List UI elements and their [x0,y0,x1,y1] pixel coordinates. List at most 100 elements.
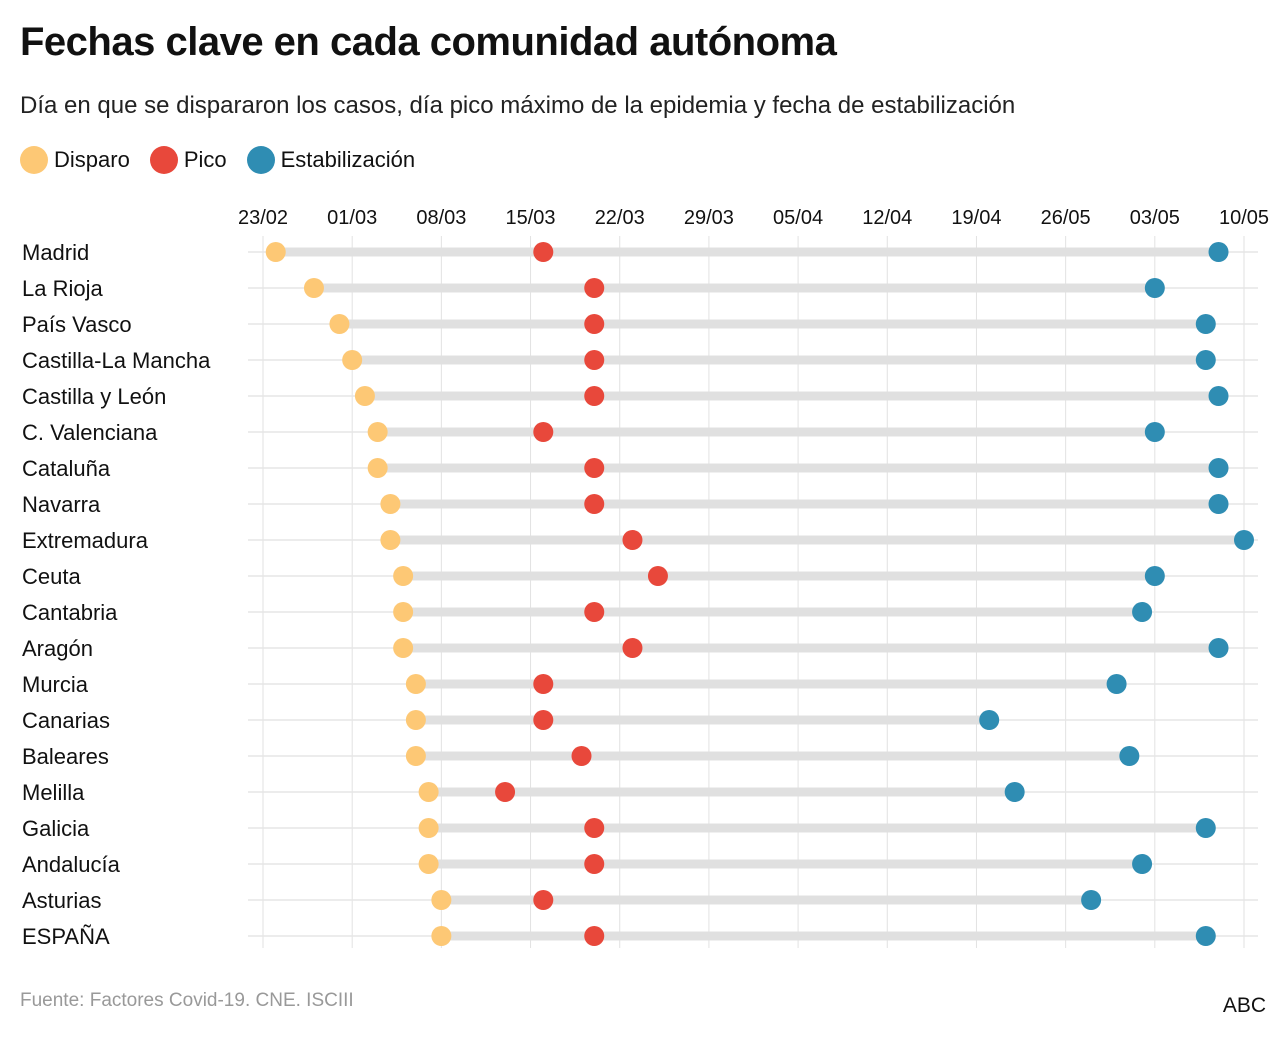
row-label: Baleares [22,744,109,769]
point-pico [571,746,592,766]
point-pico [584,854,605,874]
row-label: Cantabria [22,600,118,625]
point-estabilizacion [1119,746,1140,766]
legend-dot-estabilizacion [246,146,275,174]
row-label: Navarra [22,492,101,517]
row-label: Andalucía [22,852,121,877]
row-label: Galicia [22,816,90,841]
point-disparo [431,890,452,910]
point-estabilizacion [1106,674,1127,694]
point-disparo [405,674,426,694]
point-estabilizacion [1004,782,1025,802]
point-pico [533,422,554,442]
point-disparo [393,638,414,658]
point-disparo [342,350,363,370]
point-estabilizacion [1195,350,1216,370]
point-estabilizacion [1208,458,1229,478]
point-pico [584,494,605,514]
row-label: Melilla [22,780,85,805]
point-estabilizacion [1144,566,1165,586]
row-label: Cataluña [22,456,111,481]
row-label: Madrid [22,240,89,265]
source-note: Fuente: Factores Covid-19. CNE. ISCIII [20,990,354,1011]
point-estabilizacion [1144,278,1165,298]
point-disparo [354,386,375,406]
point-disparo [431,926,452,946]
legend: Disparo Pico Estabilización [20,146,415,174]
legend-item-disparo: Disparo [20,146,130,174]
row-label: Murcia [22,672,89,697]
point-estabilizacion [1132,854,1153,874]
point-disparo [380,530,401,550]
point-estabilizacion [1195,314,1216,334]
brand-logo: ABC [1222,994,1266,1017]
x-tick-label: 29/03 [684,207,734,229]
point-estabilizacion [1234,530,1254,550]
point-pico [584,926,605,946]
point-estabilizacion [1132,602,1153,622]
x-tick-label: 26/05 [1041,207,1091,229]
legend-item-estabilizacion: Estabilización [246,146,416,174]
legend-dot-pico [149,146,178,174]
point-disparo [393,602,414,622]
point-pico [622,638,643,658]
row-label: C. Valenciana [22,420,158,445]
row-label: ESPAÑA [22,924,110,949]
chart-subtitle: Día en que se dispararon los casos, día … [20,92,1016,119]
row-label: Ceuta [22,564,81,589]
point-disparo [405,746,426,766]
row-label: Asturias [22,888,101,913]
point-pico [533,242,554,262]
point-disparo [418,782,439,802]
point-pico [533,674,554,694]
row-label: Aragón [22,636,93,661]
point-disparo [367,458,388,478]
point-estabilizacion [1208,638,1229,658]
row-label: Extremadura [22,528,149,553]
x-tick-label: 12/04 [862,207,912,229]
point-pico [584,458,605,478]
point-disparo [418,818,439,838]
row-label: Canarias [22,708,110,733]
point-pico [584,602,605,622]
point-pico [647,566,668,586]
legend-item-pico: Pico [149,146,227,174]
point-estabilizacion [1208,386,1229,406]
chart-title: Fechas clave en cada comunidad autónoma [20,20,837,64]
point-disparo [405,710,426,730]
point-pico [584,278,605,298]
point-disparo [380,494,401,514]
row-label: Castilla y León [22,384,166,409]
row-label: La Rioja [22,276,103,301]
x-tick-label: 23/02 [238,207,288,229]
point-estabilizacion [1144,422,1165,442]
point-pico [533,890,554,910]
row-label: País Vasco [22,312,132,337]
x-tick-label: 08/03 [416,207,466,229]
point-disparo [367,422,388,442]
point-pico [533,710,554,730]
x-tick-label: 10/05 [1219,207,1269,229]
x-tick-label: 03/05 [1130,207,1180,229]
point-disparo [418,854,439,874]
point-pico [622,530,643,550]
point-estabilizacion [1195,926,1216,946]
legend-label: Pico [183,147,227,172]
point-pico [584,314,605,334]
point-estabilizacion [1195,818,1216,838]
point-disparo [303,278,324,298]
point-pico [584,350,605,370]
point-estabilizacion [1208,494,1229,514]
x-tick-label: 22/03 [595,207,645,229]
legend-label: Disparo [54,147,130,172]
legend-dot-disparo [20,146,48,174]
point-estabilizacion [1208,242,1229,262]
point-disparo [329,314,350,334]
point-disparo [265,242,286,262]
point-estabilizacion [1081,890,1102,910]
point-disparo [393,566,414,586]
legend-label: Estabilización [280,147,416,172]
x-tick-label: 15/03 [506,207,556,229]
x-tick-label: 05/04 [773,207,823,229]
